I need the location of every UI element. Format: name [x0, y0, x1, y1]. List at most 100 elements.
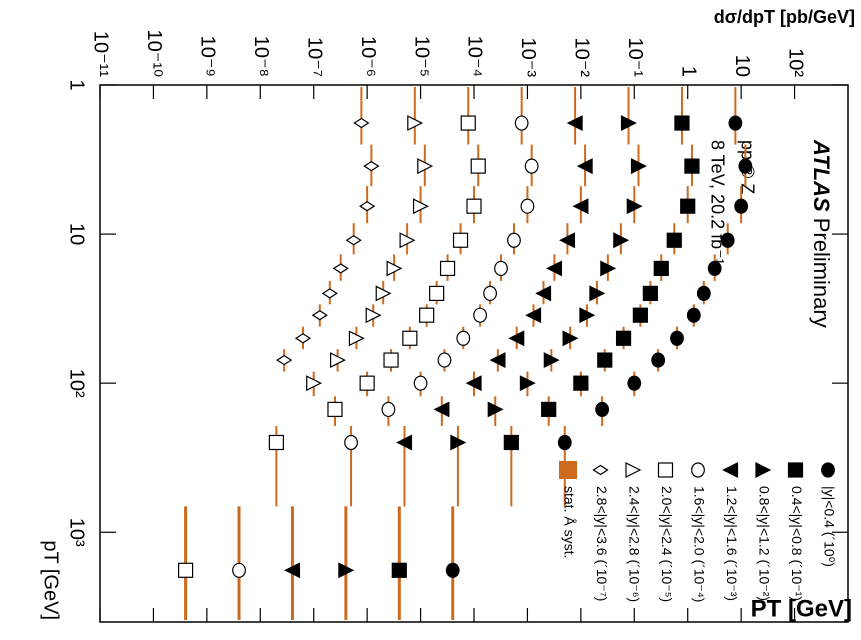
rotated-plot: 10⁻¹¹ 10⁻¹⁰ 10⁻⁹ 10⁻⁸ 10⁻⁷ 10⁻⁶ 10⁻⁵ 10⁻⁴ 10⁻³ 10… [40, 30, 849, 623]
y-axis-title: dσ/dpT [pb/GeV] [714, 7, 855, 27]
marker [327, 401, 343, 418]
x-tick-label: 10 [66, 223, 88, 245]
marker [268, 434, 284, 451]
marker [691, 462, 705, 478]
marker [345, 235, 362, 246]
marker [407, 115, 424, 132]
marker [359, 200, 376, 212]
marker [363, 160, 380, 172]
legend-label: 2.4<|y|<2.8 (´10⁻⁶) [626, 486, 642, 602]
marker [417, 158, 434, 175]
marker [232, 562, 246, 578]
marker [738, 158, 753, 174]
marker [722, 462, 739, 478]
x-tick-label: 10³ [66, 518, 88, 547]
y-tick-label: 10⁻⁵ [410, 36, 432, 77]
marker [284, 562, 301, 579]
marker [473, 307, 487, 323]
marker [653, 260, 669, 277]
marker [696, 285, 711, 302]
y-tick-label: 10⁻¹⁰ [143, 30, 165, 77]
marker [402, 330, 418, 346]
marker [519, 375, 536, 392]
marker [391, 562, 407, 578]
marker [684, 158, 700, 174]
marker [383, 352, 399, 368]
legend-label: 1.2<|y|<1.6 (´10⁻³) [724, 486, 740, 601]
marker [720, 232, 735, 248]
marker [613, 232, 630, 249]
marker [755, 462, 772, 478]
legend-label: |y|<0.4 (´10⁰) [821, 486, 837, 567]
marker [620, 115, 637, 132]
marker [600, 260, 617, 277]
marker [651, 352, 666, 368]
marker [734, 198, 749, 214]
marker [452, 232, 469, 248]
marker [514, 115, 529, 131]
legend-label: 0.4<|y|<0.8 (´10⁻¹) [789, 486, 805, 601]
marker [429, 285, 445, 302]
marker [338, 562, 355, 579]
y-tick-label: 10 [731, 55, 753, 77]
y-tick-label: 10⁻¹ [624, 38, 646, 78]
marker [562, 330, 579, 347]
marker [433, 401, 450, 418]
marker [483, 285, 497, 302]
marker [276, 354, 293, 366]
marker [330, 352, 346, 369]
marker [535, 285, 552, 302]
marker [507, 232, 521, 248]
marker [546, 260, 563, 277]
marker [450, 434, 467, 451]
marker [460, 115, 476, 131]
marker [566, 115, 583, 132]
x-tick-label: 1 [66, 79, 88, 90]
marker [657, 462, 674, 478]
marker [375, 285, 392, 302]
marker [419, 307, 435, 323]
marker [396, 434, 413, 451]
marker [494, 260, 508, 277]
marker [332, 263, 349, 274]
marker [642, 285, 658, 302]
marker [524, 158, 539, 174]
marker [707, 260, 722, 277]
marker [399, 232, 416, 249]
marker [465, 375, 482, 392]
x-tick-label: 10² [66, 369, 88, 398]
experiment-label: ATLAS Preliminary [809, 139, 834, 328]
y-tick-label: 10⁻¹¹ [90, 31, 112, 77]
marker [543, 352, 560, 369]
energy-label: 8 TeV, 20.2 fb⁻¹ [707, 140, 727, 265]
marker [381, 401, 396, 418]
marker [821, 462, 835, 478]
marker [579, 307, 596, 324]
y-tick-label: 10⁻² [571, 38, 593, 78]
marker [615, 330, 632, 346]
marker [576, 158, 593, 175]
marker [306, 375, 323, 392]
marker [670, 330, 684, 346]
marker [508, 330, 525, 347]
y-tick-label: 10⁻⁸ [250, 36, 272, 77]
marker [595, 401, 610, 418]
marker [470, 158, 486, 174]
legend-label: stat. Å syst. [561, 486, 577, 558]
marker [632, 307, 648, 323]
y-tick-label: 10⁻⁹ [197, 36, 219, 77]
x-axis-title: pT [GeV] [40, 540, 62, 620]
experiment: ATLAS [809, 139, 834, 212]
marker [413, 375, 428, 391]
marker [294, 333, 312, 344]
y-tick-label: 10² [784, 48, 806, 77]
y-tick-label: 1 [677, 66, 699, 77]
marker [728, 115, 743, 131]
marker [787, 462, 804, 478]
y-tick-label: 10⁻⁴ [464, 36, 486, 77]
marker [348, 330, 365, 347]
marker [412, 198, 429, 215]
marker [525, 307, 542, 324]
marker [626, 198, 643, 215]
